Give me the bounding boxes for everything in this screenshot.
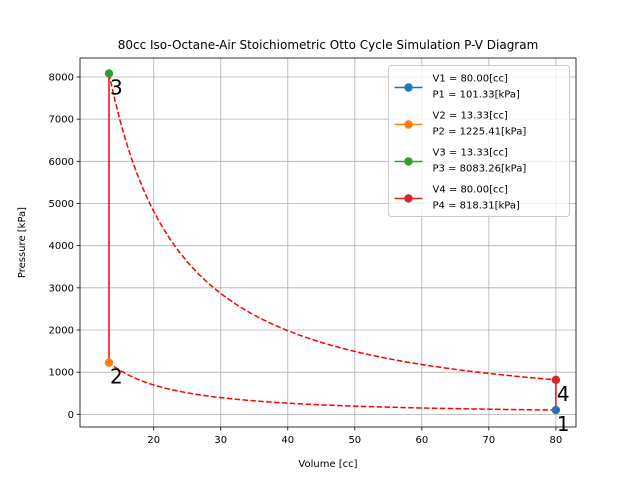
- legend-volume-2: V2 = 13.33[cc]: [433, 111, 508, 122]
- x-tick-label: 60: [415, 435, 428, 446]
- legend: V1 = 80.00[cc] P1 = 101.33[kPa] V2 = 13.33…: [388, 65, 570, 217]
- legend-pressure-1: P1 = 101.33[kPa]: [433, 90, 521, 101]
- y-tick-label: 7000: [49, 115, 74, 126]
- y-tick-label: 8000: [49, 72, 74, 83]
- state-point-4: [551, 375, 561, 385]
- state-points: [104, 69, 561, 415]
- state-label-1: 1: [557, 412, 570, 436]
- legend-marker-4: [404, 194, 413, 203]
- x-tick-label: 20: [147, 435, 160, 446]
- legend-marker-1: [404, 83, 413, 92]
- legend-volume-4: V4 = 80.00[cc]: [433, 185, 508, 196]
- state-point-3: [104, 69, 114, 78]
- plot-frame: [79, 57, 577, 428]
- process-curve-1: [108, 362, 556, 411]
- chart-title: 80cc Iso-Octane-Air Stoichiometric Otto …: [118, 38, 539, 52]
- y-tick-label: 2000: [49, 326, 74, 337]
- legend-volume-3: V3 = 13.33[cc]: [433, 148, 508, 159]
- state-label-4: 4: [557, 382, 570, 406]
- y-tick-label: 6000: [49, 157, 74, 168]
- x-tick-label: 50: [348, 435, 361, 446]
- process-curve-3: [108, 73, 556, 381]
- axis-ticks: 20 30 40 50 60 70 80 0 1000 2000 3000 4000 5000 6000 7…: [49, 72, 563, 446]
- y-tick-label: 4000: [49, 241, 74, 252]
- x-tick-label: 30: [214, 435, 227, 446]
- legend-pressure-2: P2 = 1225.41[kPa]: [433, 127, 527, 138]
- legend-volume-1: V1 = 80.00[cc]: [433, 74, 508, 85]
- x-tick-label: 70: [482, 435, 495, 446]
- state-label-3: 3: [110, 75, 123, 99]
- grid-layer: [80, 58, 576, 427]
- state-point-1: [551, 405, 561, 415]
- x-tick-label: 40: [281, 435, 294, 446]
- legend-marker-3: [404, 157, 413, 166]
- point-labels: 1 2 3 4: [110, 75, 570, 436]
- y-axis-label: Pressure [kPa]: [17, 207, 28, 278]
- legend-frame: [388, 65, 570, 217]
- legend-marker-2: [404, 120, 413, 129]
- x-axis-label: Volume [cc]: [298, 459, 357, 470]
- y-tick-label: 5000: [49, 199, 74, 210]
- cycle-curves: [108, 73, 557, 411]
- state-point-2: [104, 358, 114, 367]
- legend-pressure-3: P3 = 8083.26[kPa]: [433, 164, 527, 175]
- legend-pressure-4: P4 = 818.31[kPa]: [433, 201, 521, 212]
- y-tick-label: 0: [68, 410, 74, 421]
- state-label-2: 2: [110, 365, 123, 389]
- y-tick-label: 1000: [49, 368, 74, 379]
- x-tick-label: 80: [550, 435, 563, 446]
- y-tick-label: 3000: [49, 283, 74, 294]
